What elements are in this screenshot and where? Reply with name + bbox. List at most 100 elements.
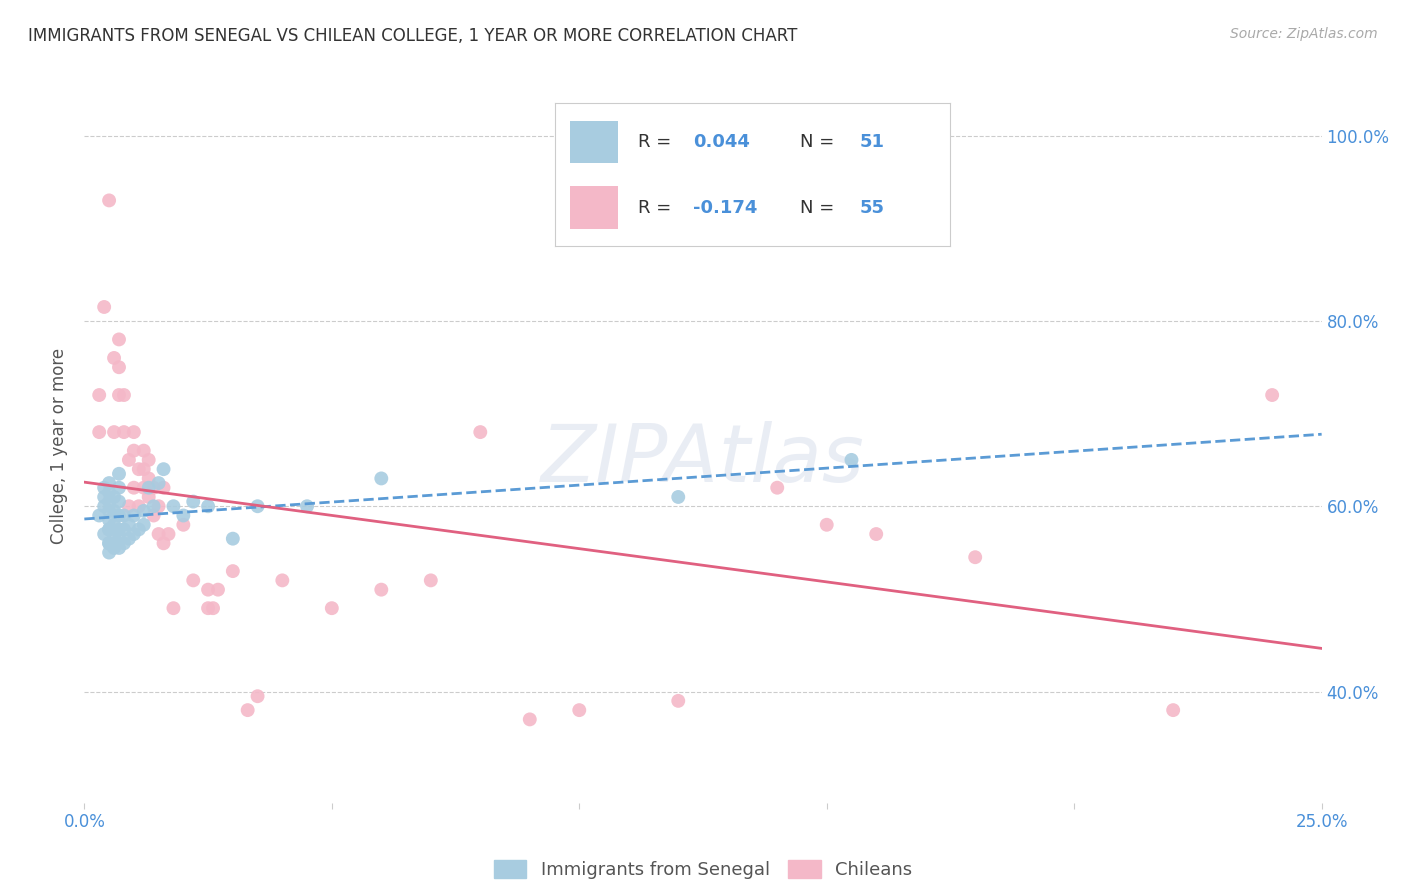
Text: IMMIGRANTS FROM SENEGAL VS CHILEAN COLLEGE, 1 YEAR OR MORE CORRELATION CHART: IMMIGRANTS FROM SENEGAL VS CHILEAN COLLE… [28,27,797,45]
Point [419,574,441,588]
Point [236,703,259,717]
Point [93,481,115,495]
Point [1261,388,1284,402]
Point [295,500,318,514]
Point [122,481,145,495]
Point [766,481,789,495]
Point [108,333,131,347]
Point [142,481,165,495]
Point [207,582,229,597]
Point [132,443,155,458]
Point [112,425,135,439]
Point [841,453,863,467]
Point [138,490,160,504]
Point [1161,703,1184,717]
Text: ZIPAtlas: ZIPAtlas [541,421,865,500]
Point [152,536,174,550]
Point [103,529,125,543]
Point [93,500,115,514]
Point [152,481,174,495]
Point [138,453,160,467]
Point [98,513,121,527]
Point [112,523,135,537]
Point [103,351,125,365]
Point [118,517,141,532]
Point [148,476,170,491]
Point [152,462,174,476]
Point [197,601,219,615]
Text: Source: ZipAtlas.com: Source: ZipAtlas.com [1230,27,1378,41]
Point [470,425,492,439]
Point [162,601,184,615]
Point [93,527,115,541]
Point [108,532,131,546]
Point [148,500,170,514]
Point [142,508,165,523]
Point [108,467,131,481]
Point [118,500,141,514]
Point [122,443,145,458]
Point [666,694,689,708]
Point [142,500,165,514]
Point [128,462,150,476]
Point [98,523,121,537]
Point [865,527,887,541]
Point [128,523,150,537]
Point [370,582,392,597]
Point [108,541,131,555]
Point [202,601,225,615]
Point [103,541,125,555]
Point [132,504,155,518]
Point [197,500,219,514]
Point [181,494,204,508]
Point [246,690,269,704]
Point [108,360,131,375]
Legend: Immigrants from Senegal, Chileans: Immigrants from Senegal, Chileans [486,853,920,887]
Point [321,601,343,615]
Point [89,508,111,523]
Point [222,532,245,546]
Point [132,517,155,532]
Point [815,517,838,532]
Point [666,490,689,504]
Point [181,574,204,588]
Point [132,481,155,495]
Point [128,500,150,514]
Point [112,536,135,550]
Point [108,494,131,508]
Point [93,300,115,314]
Point [98,194,121,208]
Point [108,481,131,495]
Point [370,471,392,485]
Point [89,388,111,402]
Point [98,494,121,508]
Point [197,582,219,597]
Point [98,523,121,537]
Point [108,388,131,402]
Point [122,527,145,541]
Point [222,564,245,578]
Point [132,462,155,476]
Point [568,703,591,717]
Point [98,536,121,550]
Point [162,500,184,514]
Point [98,476,121,491]
Point [98,504,121,518]
Point [89,425,111,439]
Point [118,532,141,546]
Point [103,517,125,532]
Point [172,508,194,523]
Point [98,485,121,500]
Point [103,425,125,439]
Y-axis label: College, 1 year or more: College, 1 year or more [51,348,69,544]
Point [98,545,121,559]
Point [108,508,131,523]
Point [122,508,145,523]
Point [138,471,160,485]
Point [271,574,294,588]
Point [965,550,987,565]
Point [103,490,125,504]
Point [112,508,135,523]
Point [148,527,170,541]
Point [118,453,141,467]
